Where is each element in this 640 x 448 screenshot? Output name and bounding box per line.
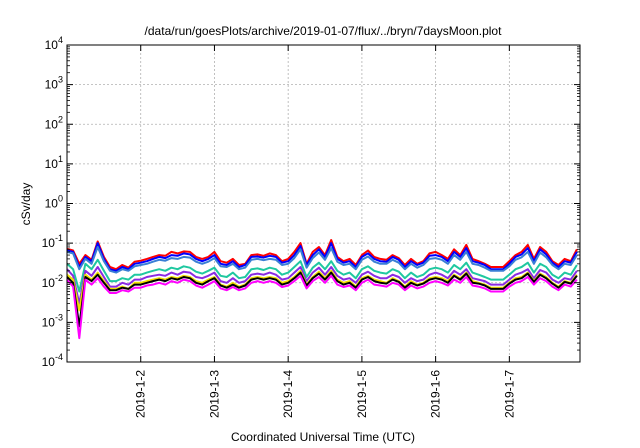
y-tick-label: 10-4 <box>42 352 63 369</box>
x-tick-label: 2019-1-6 <box>429 370 443 418</box>
y-tick-base: 10 <box>42 236 56 250</box>
series-line-2 <box>66 242 578 272</box>
series-line-7 <box>66 271 578 328</box>
series-line-4 <box>66 258 578 293</box>
y-tick-exponent: -1 <box>55 233 63 243</box>
y-tick-exponent: 1 <box>58 154 63 164</box>
series-layer <box>66 239 578 340</box>
series-line-8 <box>66 274 578 340</box>
y-tick-exponent: -2 <box>55 273 63 283</box>
y-axis-label: cSv/day <box>19 183 33 226</box>
y-tick-base: 10 <box>42 276 56 290</box>
x-tick-label: 2019-1-5 <box>355 370 369 418</box>
y-tick-label: 101 <box>45 154 63 171</box>
y-tick-base: 10 <box>45 117 59 131</box>
y-tick-label: 104 <box>45 35 63 52</box>
x-axis-label: Coordinated Universal Time (UTC) <box>231 430 415 444</box>
x-tick-label: 2019-1-7 <box>502 370 516 418</box>
x-tick-label: 2019-1-2 <box>134 370 148 418</box>
y-tick-base: 10 <box>45 78 59 92</box>
y-tick-exponent: -3 <box>55 312 63 322</box>
y-tick-label: 10-3 <box>42 312 63 329</box>
y-tick-base: 10 <box>45 38 59 52</box>
y-tick-label: 102 <box>45 114 63 131</box>
y-tick-base: 10 <box>45 197 59 211</box>
series-line-1 <box>66 239 578 271</box>
x-tick-label: 2019-1-3 <box>207 370 221 418</box>
y-tick-label: 10-1 <box>42 233 63 250</box>
y-tick-exponent: 3 <box>58 75 63 85</box>
series-line-5 <box>66 266 578 305</box>
series-line-3 <box>66 246 578 274</box>
y-tick-exponent: -4 <box>55 352 63 362</box>
y-tick-exponent: 4 <box>58 35 63 45</box>
y-tick-label: 10-2 <box>42 273 63 290</box>
series-line-6 <box>66 269 578 312</box>
y-tick-base: 10 <box>42 315 56 329</box>
y-tick-label: 103 <box>45 75 63 92</box>
y-tick-base: 10 <box>45 157 59 171</box>
y-tick-base: 10 <box>42 355 56 369</box>
chart-title: /data/run/goesPlots/archive/2019-01-07/f… <box>145 24 503 38</box>
y-tick-label: 100 <box>45 194 63 211</box>
y-tick-exponent: 2 <box>58 114 63 124</box>
x-tick-label: 2019-1-4 <box>281 370 295 418</box>
y-tick-exponent: 0 <box>58 194 63 204</box>
